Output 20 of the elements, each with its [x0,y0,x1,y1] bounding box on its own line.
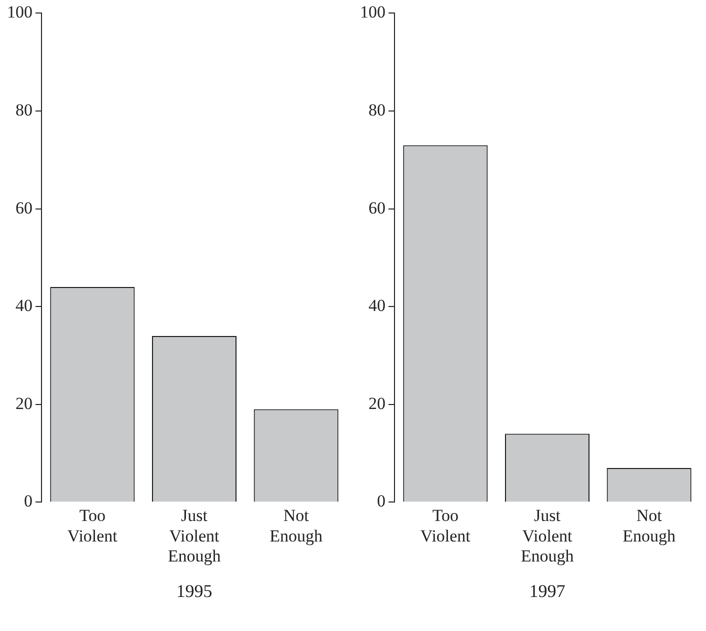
y-tick-label: 100 [7,2,32,22]
y-tick-label: 60 [16,198,32,218]
y-tick-label: 0 [24,492,32,511]
y-tick-label: 100 [360,2,386,22]
y-tick-label: 40 [16,296,32,316]
y-tick-label: 20 [16,394,32,413]
x-tick-label: Too Violent [420,506,471,546]
x-tick-label: Just Violent Enough [168,506,222,566]
x-axis-title: 1995 [176,580,212,601]
x-tick-label: Just Violent Enough [520,506,574,566]
y-tick-label: 20 [368,394,386,413]
x-tick-label: Not Enough [270,506,324,546]
x-tick-label: Too Violent [67,506,118,546]
x-axis-title: 1997 [529,580,566,601]
y-tick-label: 0 [377,492,386,511]
y-tick-label: 80 [16,100,32,120]
x-tick-label: Not Enough [622,506,676,546]
y-tick-label: 60 [368,198,386,218]
y-tick-label: 80 [368,100,386,120]
y-tick-label: 40 [368,296,386,316]
